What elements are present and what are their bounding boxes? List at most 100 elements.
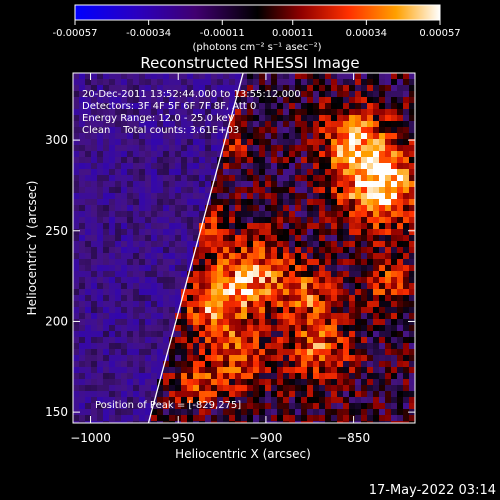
heatmap-cell — [217, 151, 223, 157]
heatmap-cell — [259, 181, 265, 187]
heatmap-cell — [235, 79, 241, 85]
heatmap-cell — [379, 115, 385, 121]
heatmap-cell — [205, 391, 211, 397]
heatmap-cell — [181, 103, 187, 109]
heatmap-cell — [97, 199, 103, 205]
heatmap-cell — [199, 283, 205, 289]
heatmap-cell — [271, 205, 277, 211]
heatmap-cell — [175, 151, 181, 157]
heatmap-cell — [385, 241, 391, 247]
heatmap-cell — [241, 283, 247, 289]
heatmap-cell — [241, 127, 247, 133]
heatmap-cell — [379, 205, 385, 211]
heatmap-cell — [175, 379, 181, 385]
heatmap-cell — [157, 349, 163, 355]
heatmap-cell — [343, 265, 349, 271]
heatmap-cell — [355, 415, 361, 421]
heatmap-cell — [385, 283, 391, 289]
heatmap-cell — [97, 247, 103, 253]
heatmap-cell — [229, 97, 235, 103]
heatmap-cell — [235, 223, 241, 229]
heatmap-cell — [91, 313, 97, 319]
heatmap-cell — [133, 247, 139, 253]
heatmap-cell — [241, 367, 247, 373]
heatmap-cell — [379, 265, 385, 271]
heatmap-cell — [121, 373, 127, 379]
heatmap-cell — [331, 337, 337, 343]
colorbar-gradient — [74, 4, 441, 21]
heatmap-cell — [307, 301, 313, 307]
heatmap-cell — [253, 103, 259, 109]
heatmap-cell — [187, 217, 193, 223]
heatmap-cell — [79, 421, 85, 423]
heatmap-cell — [301, 289, 307, 295]
heatmap-cell — [265, 151, 271, 157]
heatmap-cell — [217, 199, 223, 205]
heatmap-cell — [325, 73, 331, 79]
heatmap-cell — [319, 271, 325, 277]
heatmap-cell — [355, 337, 361, 343]
heatmap-cell — [409, 85, 415, 91]
heatmap-cell — [337, 157, 343, 163]
heatmap-cell — [169, 193, 175, 199]
heatmap-cell — [229, 277, 235, 283]
heatmap-cell — [193, 205, 199, 211]
heatmap-cell — [313, 367, 319, 373]
heatmap-cell — [283, 331, 289, 337]
heatmap-cell — [85, 421, 91, 423]
heatmap-cell — [91, 217, 97, 223]
heatmap-cell — [223, 109, 229, 115]
x-axis: −1000 −950 −900 −850 — [70, 73, 370, 445]
heatmap-cell — [385, 385, 391, 391]
heatmap-cell — [97, 97, 103, 103]
heatmap-cell — [319, 73, 325, 79]
heatmap-cell — [235, 193, 241, 199]
heatmap-cell — [307, 109, 313, 115]
heatmap-cell — [295, 91, 301, 97]
heatmap-cell — [355, 409, 361, 415]
heatmap-cell — [409, 367, 415, 373]
heatmap-cell — [97, 409, 103, 415]
heatmap-cell — [361, 271, 367, 277]
heatmap-cell — [235, 319, 241, 325]
heatmap-cell — [337, 373, 343, 379]
heatmap-cell — [349, 73, 355, 79]
heatmap-cell — [91, 151, 97, 157]
heatmap-cell — [283, 241, 289, 247]
heatmap-cell — [91, 103, 97, 109]
heatmap-cell — [121, 337, 127, 343]
heatmap-cell — [169, 109, 175, 115]
heatmap-cell — [355, 367, 361, 373]
heatmap-cell — [229, 211, 235, 217]
heatmap-cell — [205, 337, 211, 343]
heatmap-cell — [235, 97, 241, 103]
heatmap-cell — [319, 139, 325, 145]
heatmap-cell — [325, 109, 331, 115]
heatmap-cell — [265, 163, 271, 169]
heatmap-cell — [349, 337, 355, 343]
heatmap-cell — [307, 373, 313, 379]
heatmap-cell — [121, 355, 127, 361]
heatmap-cell — [85, 349, 91, 355]
heatmap-cell — [391, 409, 397, 415]
heatmap-cell — [307, 319, 313, 325]
heatmap-cell — [97, 271, 103, 277]
heatmap-cell — [157, 223, 163, 229]
heatmap-cell — [211, 241, 217, 247]
heatmap-cell — [259, 397, 265, 403]
heatmap-cell — [85, 187, 91, 193]
heatmap-cell — [151, 307, 157, 313]
heatmap-cell — [121, 223, 127, 229]
heatmap-cell — [145, 253, 151, 259]
heatmap-cell — [205, 373, 211, 379]
heatmap-cell — [181, 109, 187, 115]
heatmap-cell — [391, 289, 397, 295]
heatmap-cell — [409, 403, 415, 409]
heatmap-cell — [115, 391, 121, 397]
heatmap-cell — [385, 235, 391, 241]
heatmap-cell — [211, 283, 217, 289]
heatmap-cell — [205, 265, 211, 271]
heatmap-cell — [163, 217, 169, 223]
heatmap-cell — [361, 253, 367, 259]
